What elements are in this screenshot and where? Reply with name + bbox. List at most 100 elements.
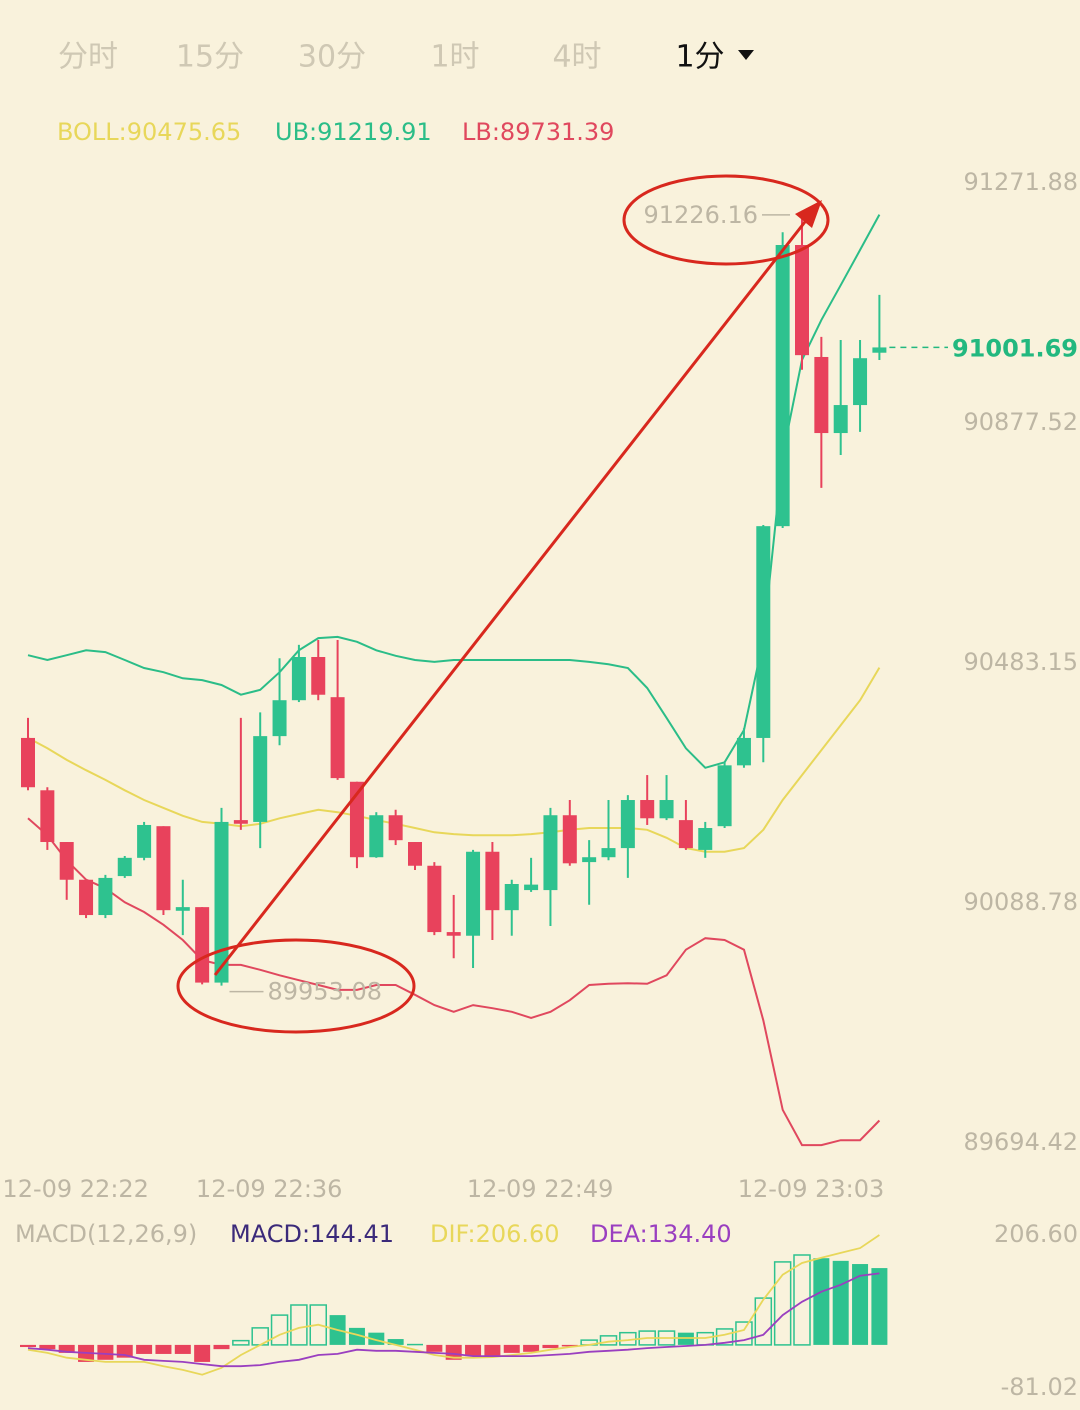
tab[interactable]: 1时 (430, 40, 479, 75)
tab[interactable]: 分时 (58, 40, 118, 75)
candle-body (640, 800, 655, 819)
macd-bar (20, 1344, 36, 1348)
panel-title: MACD(12,26,9) (15, 1220, 197, 1248)
y-tick-label: 206.60 (994, 1220, 1078, 1248)
candle-body (98, 877, 113, 916)
candle-body (543, 815, 558, 891)
y-tick-label: -81.02 (1001, 1373, 1078, 1401)
macd-bar (232, 1339, 250, 1346)
candle-body (137, 824, 152, 858)
candle-body (272, 700, 287, 737)
tab[interactable]: 30分 (298, 40, 366, 75)
macd-bar (735, 1321, 753, 1346)
x-tick-label: 12-09 22:49 (467, 1175, 614, 1203)
legend-entry: LB:89731.39 (462, 118, 614, 146)
x-tick-label: 12-09 22:22 (2, 1175, 149, 1203)
candle-body (195, 907, 210, 983)
macd-bar (270, 1314, 289, 1346)
macd-bar (387, 1339, 404, 1345)
candle-body (427, 865, 442, 933)
macd-bar (503, 1344, 520, 1353)
candle-body (601, 848, 616, 858)
candle-body (872, 347, 887, 353)
macd-bar (174, 1344, 191, 1354)
candle-body (775, 245, 790, 527)
y-tick-label: 90877.52 (963, 408, 1078, 436)
candle-body (853, 358, 868, 406)
candle-body (736, 737, 751, 766)
macd-bar (136, 1344, 153, 1354)
legend-entry: BOLL:90475.65 (57, 118, 241, 146)
annotation (176, 174, 830, 1034)
arrow-head (795, 200, 822, 228)
indicator-line (27, 1234, 880, 1376)
macd-bar (213, 1344, 230, 1350)
bollinger-line (27, 667, 881, 853)
candle-body (717, 765, 732, 827)
candle-body (156, 826, 171, 911)
candle-body (698, 828, 713, 850)
candle-body (504, 884, 519, 911)
dropdown-icon[interactable] (738, 50, 754, 60)
candle-body (214, 821, 229, 983)
last-price-label: 91001.69 (952, 334, 1078, 362)
macd-bar (484, 1344, 501, 1357)
y-tick-label: 91271.88 (963, 168, 1078, 196)
candle-body (408, 842, 422, 866)
candle-body (291, 657, 306, 701)
candle-body (117, 857, 132, 877)
bollinger-line (27, 817, 881, 1147)
high-label: 91226.16 (643, 201, 758, 229)
macd-bar (58, 1344, 75, 1353)
tab[interactable]: 15分 (176, 40, 244, 75)
macd-bar (348, 1327, 365, 1345)
macd-bar (426, 1344, 443, 1352)
candle-body (330, 697, 345, 779)
macd-bar (773, 1261, 792, 1346)
candle-body (756, 526, 771, 738)
candle-body (562, 815, 577, 864)
candle-body (485, 851, 500, 911)
macd-bar (445, 1344, 462, 1360)
macd-bar (542, 1344, 559, 1349)
candle-body (369, 815, 384, 858)
highlight-ellipse (622, 174, 830, 266)
candle-body (814, 356, 829, 434)
macd-bar (407, 1343, 423, 1346)
candle-body (311, 657, 326, 695)
y-tick-label: 89694.42 (963, 1128, 1078, 1156)
macd-bar (871, 1268, 888, 1345)
candle-body (833, 405, 848, 434)
candle-body (659, 800, 674, 819)
indicator-line (27, 1272, 880, 1368)
macd-bar (793, 1254, 811, 1346)
plot-area: 分时 15分 30分 1时 4时 1分 91271.88 90877.52 90483.15 90… (2, 40, 1078, 1402)
candle-body (233, 820, 248, 824)
macd-bar (561, 1344, 578, 1347)
legend-entry: MACD:144.41 (230, 1220, 394, 1248)
macd-bar (97, 1344, 114, 1360)
candle-body (446, 932, 461, 936)
highlight-ellipse (176, 938, 416, 1034)
candle-body (253, 736, 268, 822)
macd-bar (832, 1260, 849, 1345)
candle-body (40, 790, 55, 843)
candle-body (795, 245, 809, 356)
macd-bar (309, 1304, 327, 1346)
candle-body (388, 815, 403, 841)
tab[interactable]: 4时 (552, 40, 601, 75)
y-tick-label: 90483.15 (963, 648, 1078, 676)
arrow-line (213, 217, 810, 976)
candle-body (59, 842, 74, 880)
macd-bar (523, 1344, 540, 1352)
candle-body (21, 737, 35, 788)
macd-bar (290, 1304, 308, 1346)
candle-body (582, 857, 597, 863)
x-tick-label: 12-09 23:03 (738, 1175, 885, 1203)
legend-entry: DIF:206.60 (430, 1220, 560, 1248)
macd-bar (754, 1297, 773, 1346)
tab[interactable]: 1分 (675, 40, 724, 75)
bollinger-line (27, 214, 881, 769)
legend-entry: UB:91219.91 (275, 118, 432, 146)
